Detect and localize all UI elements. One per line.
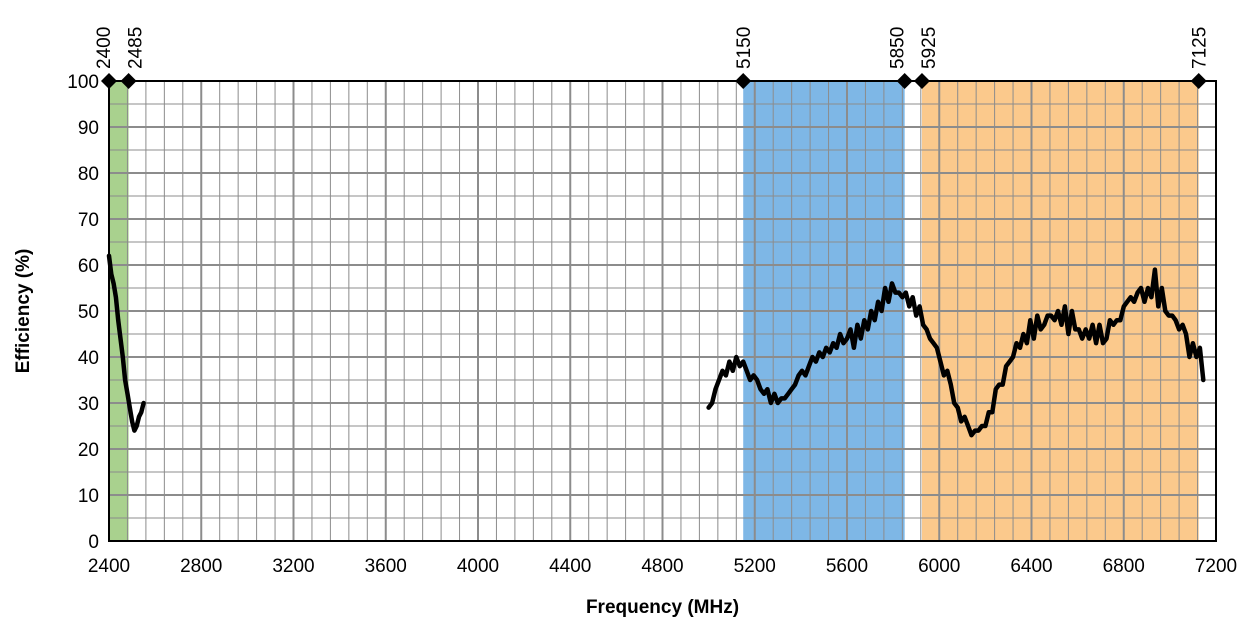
- band-marker-2485: [120, 73, 137, 89]
- x-axis-ticks: 2400 2800 3200 3600 4000 4400 4800 5200 5600 6000…: [88, 556, 1237, 577]
- band-marker-5150: [735, 73, 752, 89]
- band-marker-label-7125: 7125: [1190, 27, 1211, 69]
- x-tick-label: 7200: [1195, 556, 1237, 577]
- band-marker-7125: [1190, 73, 1207, 89]
- grid: [109, 81, 1216, 541]
- y-tick-label: 0: [88, 532, 99, 553]
- x-tick-label: 6000: [918, 556, 960, 577]
- x-tick-label: 4400: [549, 556, 591, 577]
- y-tick-label: 30: [78, 394, 99, 415]
- band-marker-5850: [896, 73, 913, 89]
- band-marker-label-5850: 5850: [888, 27, 909, 69]
- y-tick-label: 40: [78, 348, 99, 369]
- x-tick-label: 3200: [272, 556, 314, 577]
- x-tick-label: 6400: [1010, 556, 1052, 577]
- x-tick-label: 5600: [826, 556, 868, 577]
- x-tick-label: 4800: [641, 556, 683, 577]
- y-axis-title: Efficiency (%): [13, 249, 34, 374]
- y-axis-ticks: 0 10 20 30 40 50 60 70 80 90 100: [67, 72, 99, 553]
- x-tick-label: 4000: [457, 556, 499, 577]
- band-marker-label-5150: 5150: [734, 27, 755, 69]
- x-axis-title: Frequency (MHz): [586, 597, 739, 618]
- band-marker-label-2485: 2485: [126, 27, 147, 69]
- y-tick-label: 50: [78, 302, 99, 323]
- band-marker-label-2400: 2400: [94, 27, 115, 69]
- y-tick-label: 80: [78, 164, 99, 185]
- band-marker-5925: [913, 73, 930, 89]
- y-tick-label: 70: [78, 210, 99, 231]
- x-tick-label: 3600: [365, 556, 407, 577]
- efficiency-line-segment-1: [106, 253, 146, 433]
- band-marker-label-5925: 5925: [919, 27, 940, 69]
- y-tick-label: 60: [78, 256, 99, 277]
- x-tick-label: 5200: [734, 556, 776, 577]
- y-tick-label: 90: [78, 118, 99, 139]
- band-markers: 2400 2485 5150 5850 5925 7125: [94, 27, 1211, 89]
- y-tick-label: 100: [67, 72, 99, 93]
- band-marker-2400: [101, 73, 117, 89]
- x-tick-label: 2400: [88, 556, 130, 577]
- efficiency-line-segment-2: [706, 267, 1206, 438]
- x-tick-label: 6800: [1103, 556, 1145, 577]
- y-tick-label: 20: [78, 440, 99, 461]
- x-tick-label: 2800: [180, 556, 222, 577]
- plot-frame: [108, 80, 1217, 542]
- y-tick-label: 10: [78, 486, 99, 507]
- efficiency-series: [106, 253, 1206, 438]
